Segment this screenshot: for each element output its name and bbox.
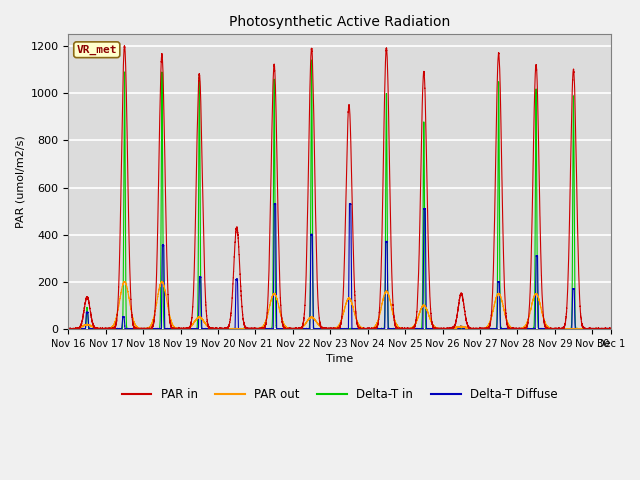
PAR in [549, 326, 557, 332]
PAR out [534, 292, 541, 298]
PAR out [46, 325, 54, 331]
Delta-T in [606, 326, 614, 332]
PAR in [298, 324, 306, 330]
Delta-T in [607, 326, 614, 332]
PAR in [120, 43, 128, 48]
Delta-T in [600, 326, 607, 332]
Delta-T Diffuse [606, 326, 614, 332]
Title: Photosynthetic Active Radiation: Photosynthetic Active Radiation [229, 15, 451, 29]
Delta-T Diffuse [46, 326, 54, 332]
PAR out [600, 326, 607, 332]
Delta-T in [534, 293, 541, 299]
Line: Delta-T Diffuse: Delta-T Diffuse [50, 204, 611, 329]
PAR out [607, 326, 614, 332]
PAR out [298, 324, 306, 330]
Delta-T Diffuse [534, 253, 541, 259]
PAR out [404, 326, 412, 332]
PAR in [600, 326, 607, 332]
PAR in [404, 326, 412, 332]
Delta-T in [404, 326, 412, 332]
PAR out [46, 326, 54, 332]
Delta-T Diffuse [46, 326, 54, 332]
PAR out [606, 326, 614, 332]
Line: Delta-T in: Delta-T in [50, 60, 611, 329]
PAR in [607, 326, 614, 332]
X-axis label: Time: Time [326, 354, 353, 364]
PAR in [606, 325, 614, 331]
Line: PAR out: PAR out [50, 281, 611, 329]
Delta-T in [46, 326, 54, 332]
PAR in [46, 325, 54, 331]
Delta-T in [298, 326, 306, 332]
Delta-T in [46, 326, 54, 332]
PAR out [549, 326, 557, 332]
Delta-T Diffuse [607, 326, 614, 332]
Delta-T Diffuse [549, 326, 557, 332]
PAR out [158, 278, 166, 284]
PAR in [46, 326, 54, 332]
Delta-T Diffuse [298, 326, 306, 332]
Line: PAR in: PAR in [50, 46, 611, 329]
Delta-T Diffuse [404, 326, 412, 332]
Legend: PAR in, PAR out, Delta-T in, Delta-T Diffuse: PAR in, PAR out, Delta-T in, Delta-T Dif… [117, 383, 563, 406]
Delta-T in [549, 326, 557, 332]
Text: VR_met: VR_met [77, 45, 117, 55]
Delta-T Diffuse [347, 201, 355, 206]
PAR in [534, 87, 541, 93]
Delta-T in [308, 57, 316, 63]
Delta-T Diffuse [600, 326, 607, 332]
Y-axis label: PAR (umol/m2/s): PAR (umol/m2/s) [15, 135, 25, 228]
